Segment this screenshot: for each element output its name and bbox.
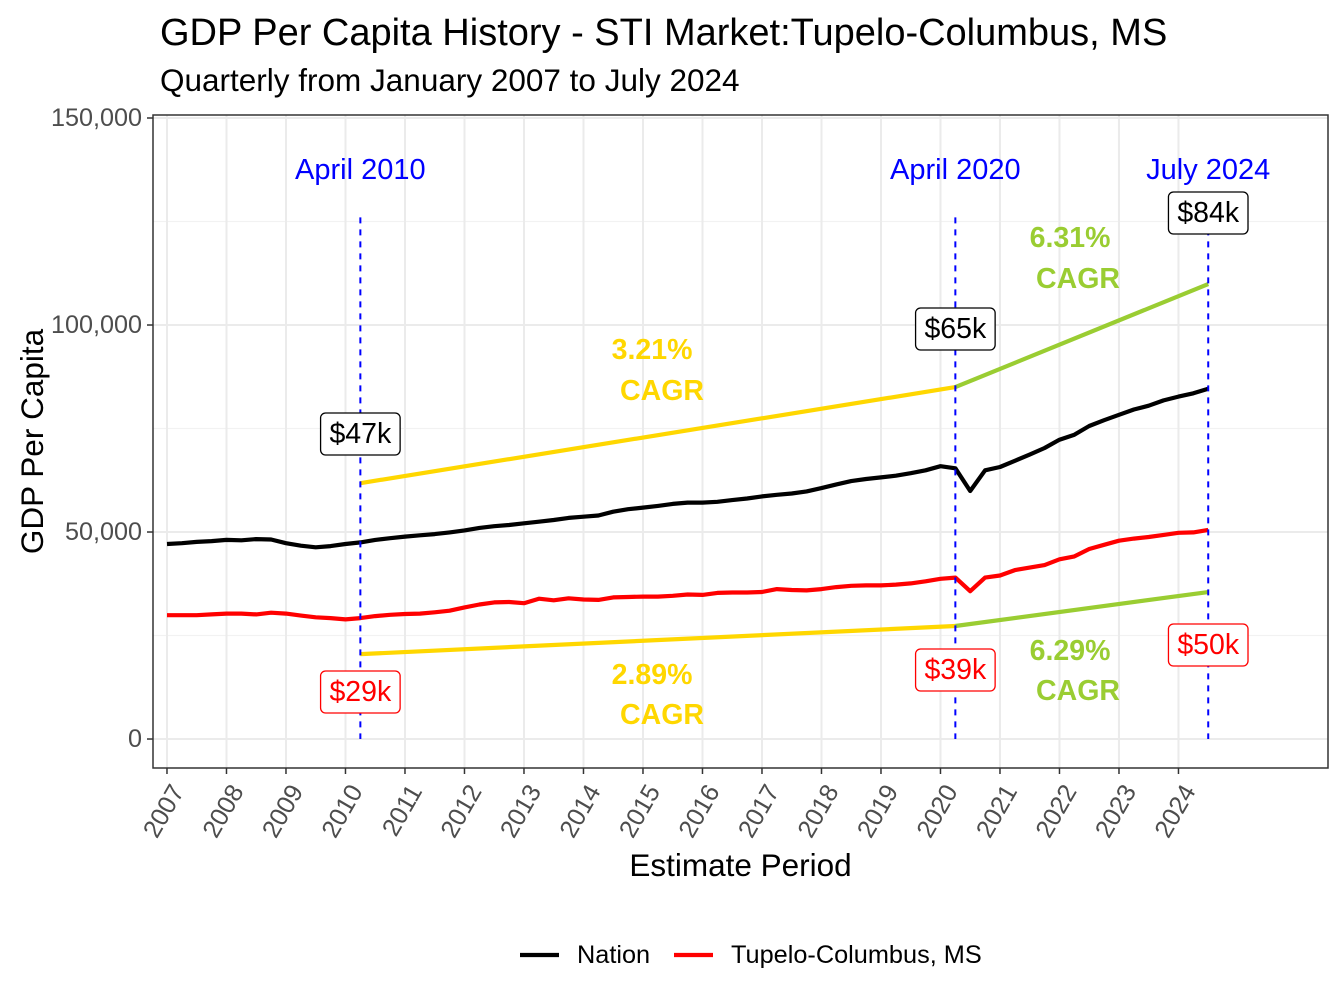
series-line-tupelo-columbus-ms <box>167 527 1209 622</box>
cagr-rate-label: 6.31% <box>1030 222 1111 254</box>
cagr-line-0 <box>360 385 956 486</box>
region-value-label-box <box>1167 623 1249 667</box>
nation-value-label: $65k <box>914 307 996 351</box>
gridlines <box>153 115 1328 768</box>
cagr-rate-label: 2.89% <box>612 659 693 691</box>
series-lines <box>166 386 1209 622</box>
chart-subtitle: Quarterly from January 2007 to July 2024 <box>160 62 740 98</box>
y-tick-label: 100,000 <box>51 311 142 339</box>
cagr-unit-label: CAGR <box>1036 675 1120 707</box>
cagr-line-1 <box>954 282 1210 390</box>
cagr-rate-label: 3.21% <box>612 334 693 366</box>
nation-value-label-text: $84k <box>1177 197 1240 229</box>
nation-value-label-box <box>1167 191 1249 235</box>
cagr-trend-lines <box>360 282 1210 657</box>
event-label: April 2010 <box>295 154 426 186</box>
cagr-line-3 <box>955 589 1209 629</box>
legend-item-nation: Nation <box>520 941 650 969</box>
nation-value-label-box <box>914 307 996 351</box>
series-line-nation <box>166 386 1209 550</box>
region-value-label: $39k <box>914 648 996 692</box>
y-tick-label: 0 <box>128 725 142 753</box>
region-value-label-box <box>319 670 401 714</box>
y-tick-label: 50,000 <box>65 518 142 546</box>
nation-value-label: $47k <box>319 412 401 456</box>
legend-label: Nation <box>577 941 650 969</box>
cagr-unit-label: CAGR <box>1036 263 1120 295</box>
chart-title: GDP Per Capita History - STI Market:Tupe… <box>160 12 1167 54</box>
region-value-label-text: $50k <box>1177 629 1240 661</box>
region-value-label-text: $29k <box>329 676 392 708</box>
panel-border <box>152 114 1329 769</box>
nation-value-label-text: $65k <box>924 313 987 345</box>
event-label: July 2024 <box>1146 154 1270 186</box>
cagr-unit-label: CAGR <box>620 699 704 731</box>
legend-item-tupelo-columbus-ms: Tupelo-Columbus, MS <box>674 941 982 969</box>
region-value-label-text: $39k <box>924 654 987 686</box>
region-value-label: $50k <box>1167 623 1249 667</box>
cagr-line-2 <box>360 623 956 657</box>
annotations: $47k $29k $65k $39k $84k $50k 3.21% CAGR 6.31% CA… <box>319 191 1249 731</box>
legend: Nation Tupelo-Columbus, MS <box>520 941 982 969</box>
y-axis-title: GDP Per Capita <box>14 328 50 554</box>
nation-value-label: $84k <box>1167 191 1249 235</box>
nation-value-label-box <box>319 412 401 456</box>
event-label: April 2020 <box>890 154 1021 186</box>
cagr-rate-label: 6.29% <box>1030 635 1111 667</box>
y-tick-label: 150,000 <box>51 104 142 132</box>
cagr-unit-label: CAGR <box>620 375 704 407</box>
region-value-label-box <box>914 648 996 692</box>
x-axis-title: Estimate Period <box>629 847 851 883</box>
nation-value-label-text: $47k <box>329 418 392 450</box>
region-value-label: $29k <box>319 670 401 714</box>
legend-label: Tupelo-Columbus, MS <box>731 941 982 969</box>
